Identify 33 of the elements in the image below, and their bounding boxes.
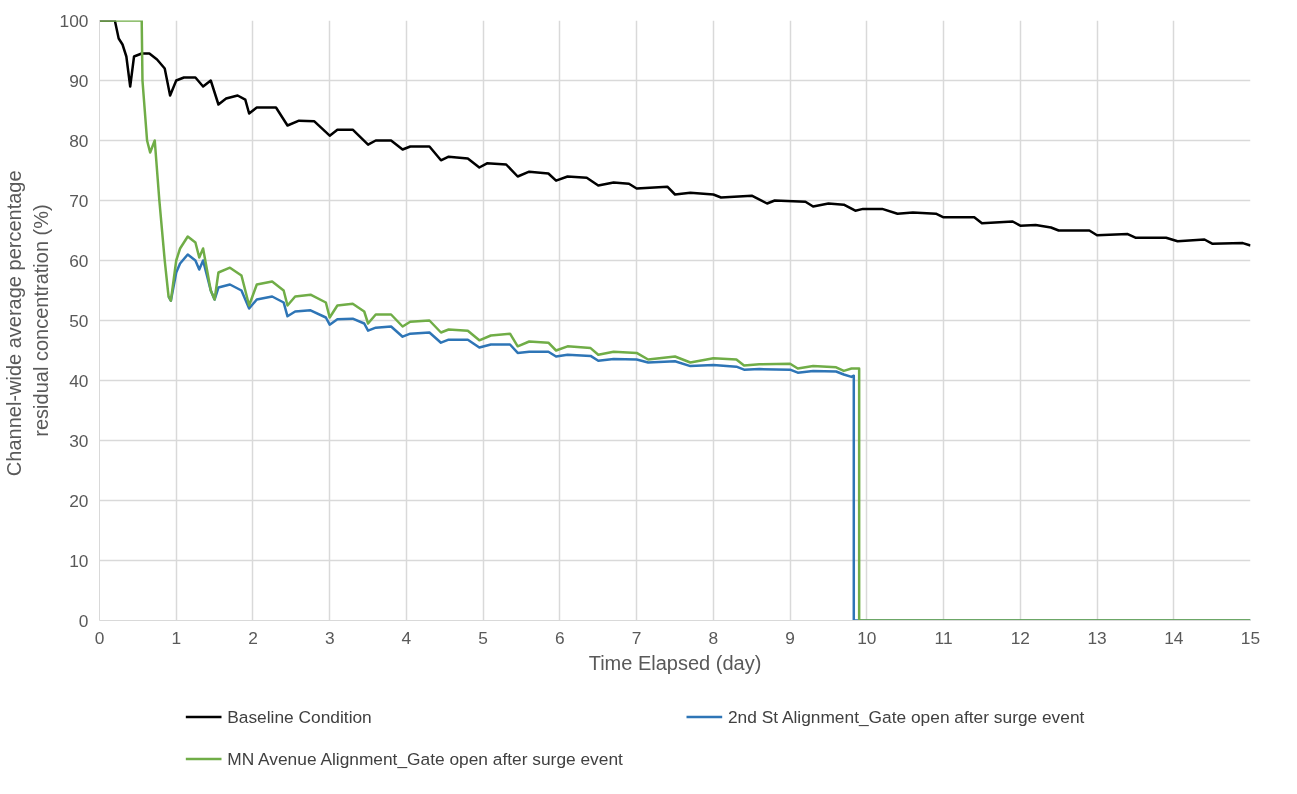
y-axis-title: Channel-wide average percentage residual concentration (%)	[3, 170, 52, 477]
x-axis-title: Time Elapsed (day)	[588, 651, 762, 674]
x-tick-label: 15	[1240, 627, 1261, 648]
y-tick-label: 0	[78, 610, 89, 631]
y-tick-label: 40	[69, 370, 89, 391]
y-tick-label: 10	[69, 550, 89, 571]
x-tick-label: 14	[1164, 627, 1184, 648]
line-series	[99, 20, 1251, 621]
y-tick-label: 80	[69, 130, 89, 151]
y-tick-label: 60	[69, 250, 89, 271]
legend-label: MN Avenue Alignment_Gate open after surge event	[227, 748, 624, 769]
x-tick-label: 12	[1010, 627, 1030, 648]
x-tick-label: 7	[631, 627, 642, 648]
y-tick-label: 90	[69, 70, 89, 91]
x-tick-label: 8	[708, 627, 719, 648]
x-tick-label: 0	[94, 627, 105, 648]
y-tick-label: 20	[69, 490, 89, 511]
legend-label: Baseline Condition	[227, 707, 372, 728]
y-tick-label: 50	[69, 310, 89, 331]
x-tick-label: 5	[478, 627, 488, 648]
x-tick-label: 10	[857, 627, 877, 648]
x-tick-label: 9	[785, 627, 795, 648]
legend-label: 2nd St Alignment_Gate open after surge event	[727, 707, 1085, 728]
x-tick-label: 6	[555, 627, 565, 648]
y-tick-label: 30	[69, 430, 89, 451]
y-tick-label: 70	[69, 190, 89, 211]
x-tick-label: 4	[401, 627, 412, 648]
x-tick-label: 11	[934, 627, 953, 648]
x-tick-label: 3	[324, 627, 335, 648]
x-tick-label: 1	[171, 627, 182, 648]
x-tick-label: 2	[248, 627, 258, 648]
y-tick-label: 100	[59, 10, 89, 31]
x-tick-label: 13	[1087, 627, 1107, 648]
